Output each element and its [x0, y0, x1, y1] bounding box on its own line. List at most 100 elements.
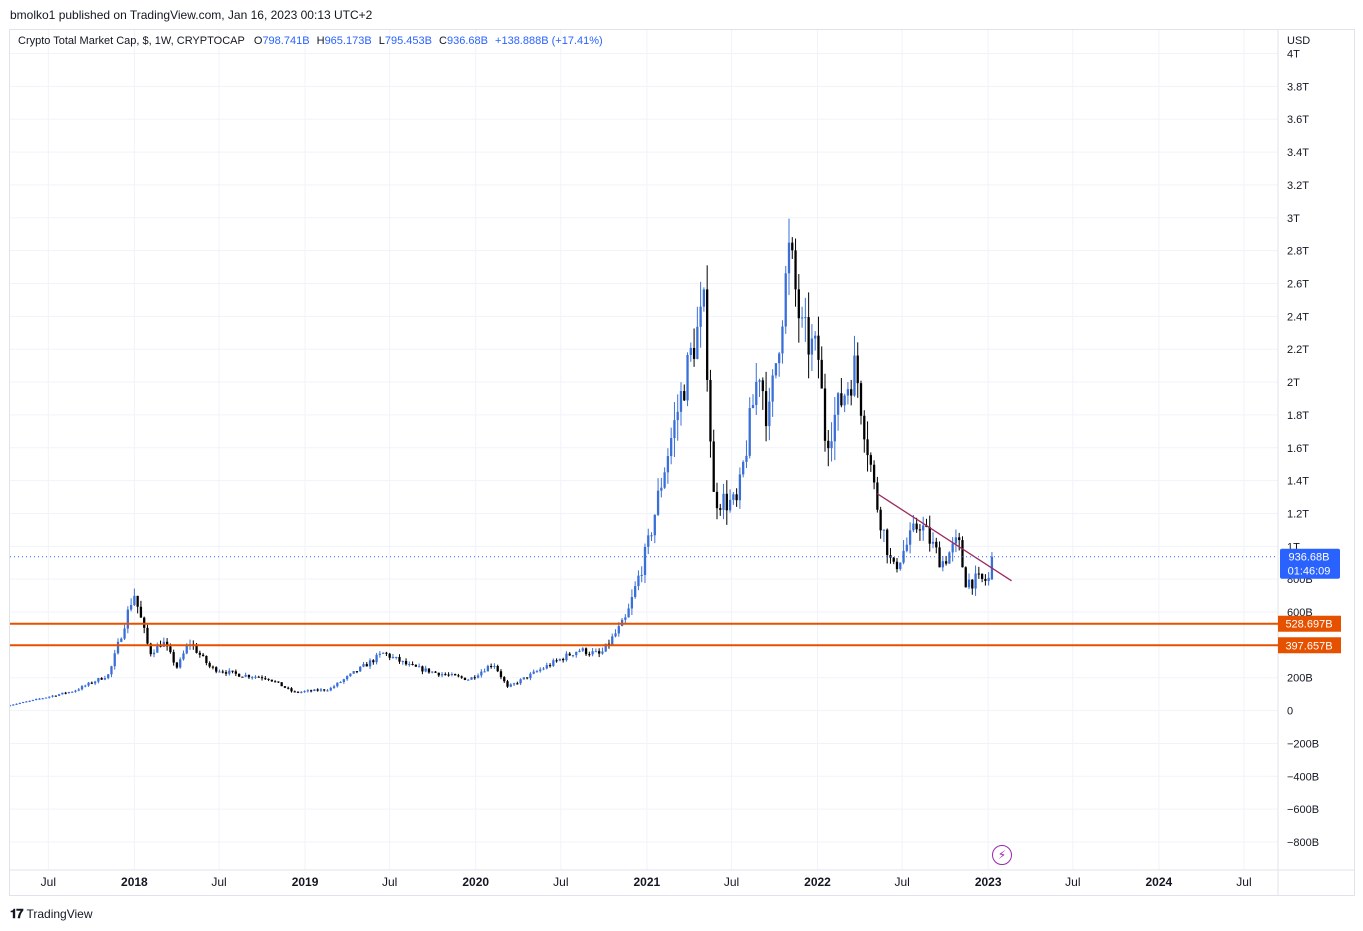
symbol-label[interactable]: Crypto Total Market Cap, $, 1W, CRYPTOCA… [18, 35, 245, 47]
candle-body [892, 557, 895, 562]
candle-body [110, 666, 113, 675]
candle-body [251, 677, 254, 679]
support-level-label: 397.657B [1285, 640, 1332, 652]
candle-body [473, 677, 476, 679]
candle-body [944, 561, 948, 564]
candle-body [611, 636, 614, 645]
y-tick-label: 1.8T [1287, 410, 1309, 422]
candle-body [450, 674, 454, 676]
candle-body [90, 682, 93, 684]
candle-body [784, 273, 787, 327]
candles-group [10, 218, 994, 707]
candle-body [201, 654, 205, 656]
candle-body [719, 508, 722, 510]
candle-body [954, 537, 958, 544]
high-value: 965.173B [324, 35, 372, 47]
candle-body [804, 317, 807, 319]
candle-body [709, 379, 712, 442]
candle-body [12, 704, 15, 706]
candle-body [260, 677, 264, 679]
candle-body [938, 547, 941, 568]
candle-body [542, 668, 545, 670]
candle-body [467, 679, 470, 681]
candle-body [25, 701, 28, 703]
candle-body [830, 441, 833, 449]
candle-body [51, 695, 54, 697]
candle-body [987, 577, 990, 581]
x-tick-label: Jul [894, 875, 909, 889]
candle-body [38, 698, 41, 700]
x-tick-label: 2024 [1146, 875, 1173, 889]
candle-body [486, 665, 490, 672]
candle-body [702, 289, 706, 307]
candle-body [362, 664, 365, 667]
candle-body [532, 671, 535, 674]
candle-body [922, 525, 925, 531]
candle-body [329, 687, 332, 691]
candle-body [866, 439, 869, 456]
candle-body [483, 671, 486, 673]
candle-body [640, 574, 643, 576]
candle-body [869, 455, 872, 465]
support-level-label: 528.697B [1285, 619, 1332, 631]
candle-body [840, 393, 843, 406]
candle-body [257, 676, 260, 678]
candle-body [545, 665, 548, 669]
candle-body [336, 682, 339, 687]
candle-body [735, 494, 738, 501]
x-tick-label: 2018 [121, 875, 148, 889]
candle-body [686, 354, 689, 401]
candle-body [859, 383, 863, 416]
candle-body [882, 529, 886, 531]
candle-body [807, 317, 810, 355]
candle-body [339, 681, 342, 683]
candle-body [349, 673, 352, 677]
candle-body [728, 499, 732, 511]
candle-body [751, 405, 755, 409]
candle-body [676, 411, 679, 421]
candle-body [663, 472, 666, 488]
candle-body [594, 651, 598, 653]
candle-body [725, 493, 728, 511]
candle-body [977, 573, 980, 575]
ohlc-legend: Crypto Total Market Cap, $, 1W, CRYPTOCA… [18, 35, 603, 47]
candle-body [578, 650, 581, 652]
candle-body [133, 595, 136, 606]
candle-body [738, 474, 742, 501]
currency-label[interactable]: USD [1287, 35, 1311, 47]
x-tick-label: Jul [724, 875, 739, 889]
candle-body [296, 691, 300, 693]
candle-body [699, 306, 702, 327]
candle-body [748, 408, 751, 456]
candle-body [512, 683, 516, 685]
candle-body [342, 679, 346, 682]
candle-body [97, 678, 100, 682]
candle-body [499, 671, 503, 678]
candle-body [270, 679, 273, 682]
candle-body [352, 671, 355, 674]
close-key: C [439, 35, 447, 47]
candle-body [823, 388, 827, 441]
candle-body [742, 461, 745, 475]
candle-body [588, 654, 591, 656]
candle-body [431, 671, 434, 673]
y-tick-label: 2.8T [1287, 246, 1309, 258]
candle-body [787, 242, 791, 274]
candle-body [552, 660, 555, 666]
candle-body [666, 456, 670, 473]
lightning-icon[interactable]: ⚡ [992, 845, 1012, 865]
tradingview-logo[interactable]: 𝟏𝟕 TradingView [10, 906, 93, 922]
candle-body [175, 662, 179, 668]
candle-body [706, 289, 709, 380]
candle-body [656, 490, 660, 515]
candle-body [100, 678, 103, 680]
candle-body [411, 664, 414, 666]
candle-body [630, 596, 634, 609]
candle-body [195, 645, 198, 653]
y-tick-label: 2.2T [1287, 344, 1309, 356]
candle-body [846, 389, 850, 396]
candle-body [460, 676, 463, 678]
candle-body [598, 651, 601, 654]
y-tick-label: 1.4T [1287, 476, 1309, 488]
